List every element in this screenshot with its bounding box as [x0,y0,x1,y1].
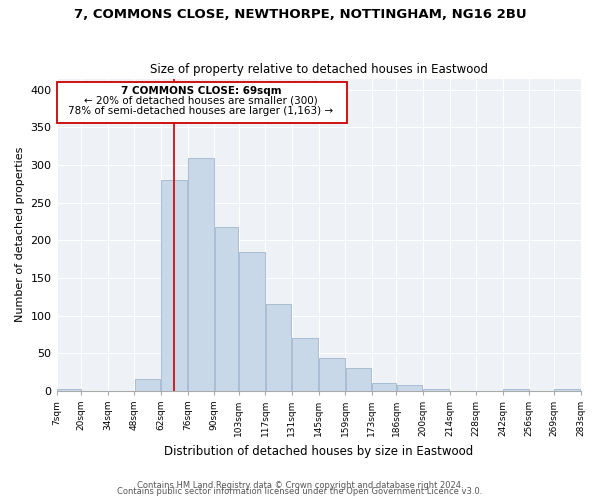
Bar [239,252,265,391]
Bar [554,390,580,391]
Bar [292,338,318,391]
Title: Size of property relative to detached houses in Eastwood: Size of property relative to detached ho… [149,63,488,76]
Text: 7 COMMONS CLOSE: 69sqm: 7 COMMONS CLOSE: 69sqm [121,86,281,96]
Bar [346,368,371,391]
Y-axis label: Number of detached properties: Number of detached properties [15,147,25,322]
Text: ← 20% of detached houses are smaller (300): ← 20% of detached houses are smaller (30… [84,96,317,106]
Text: Contains public sector information licensed under the Open Government Licence v3: Contains public sector information licen… [118,487,482,496]
Text: 78% of semi-detached houses are larger (1,163) →: 78% of semi-detached houses are larger (… [68,106,334,116]
Text: Contains HM Land Registry data © Crown copyright and database right 2024.: Contains HM Land Registry data © Crown c… [137,481,463,490]
Bar [266,304,292,391]
Bar [188,158,214,391]
Bar [372,383,396,391]
Bar [503,388,529,391]
FancyBboxPatch shape [56,82,347,123]
Bar [161,180,187,391]
Bar [215,227,238,391]
Text: 7, COMMONS CLOSE, NEWTHORPE, NOTTINGHAM, NG16 2BU: 7, COMMONS CLOSE, NEWTHORPE, NOTTINGHAM,… [74,8,526,20]
Bar [424,388,449,391]
Bar [135,380,160,391]
Bar [57,390,81,391]
Bar [319,358,344,391]
X-axis label: Distribution of detached houses by size in Eastwood: Distribution of detached houses by size … [164,444,473,458]
Bar [397,386,422,391]
